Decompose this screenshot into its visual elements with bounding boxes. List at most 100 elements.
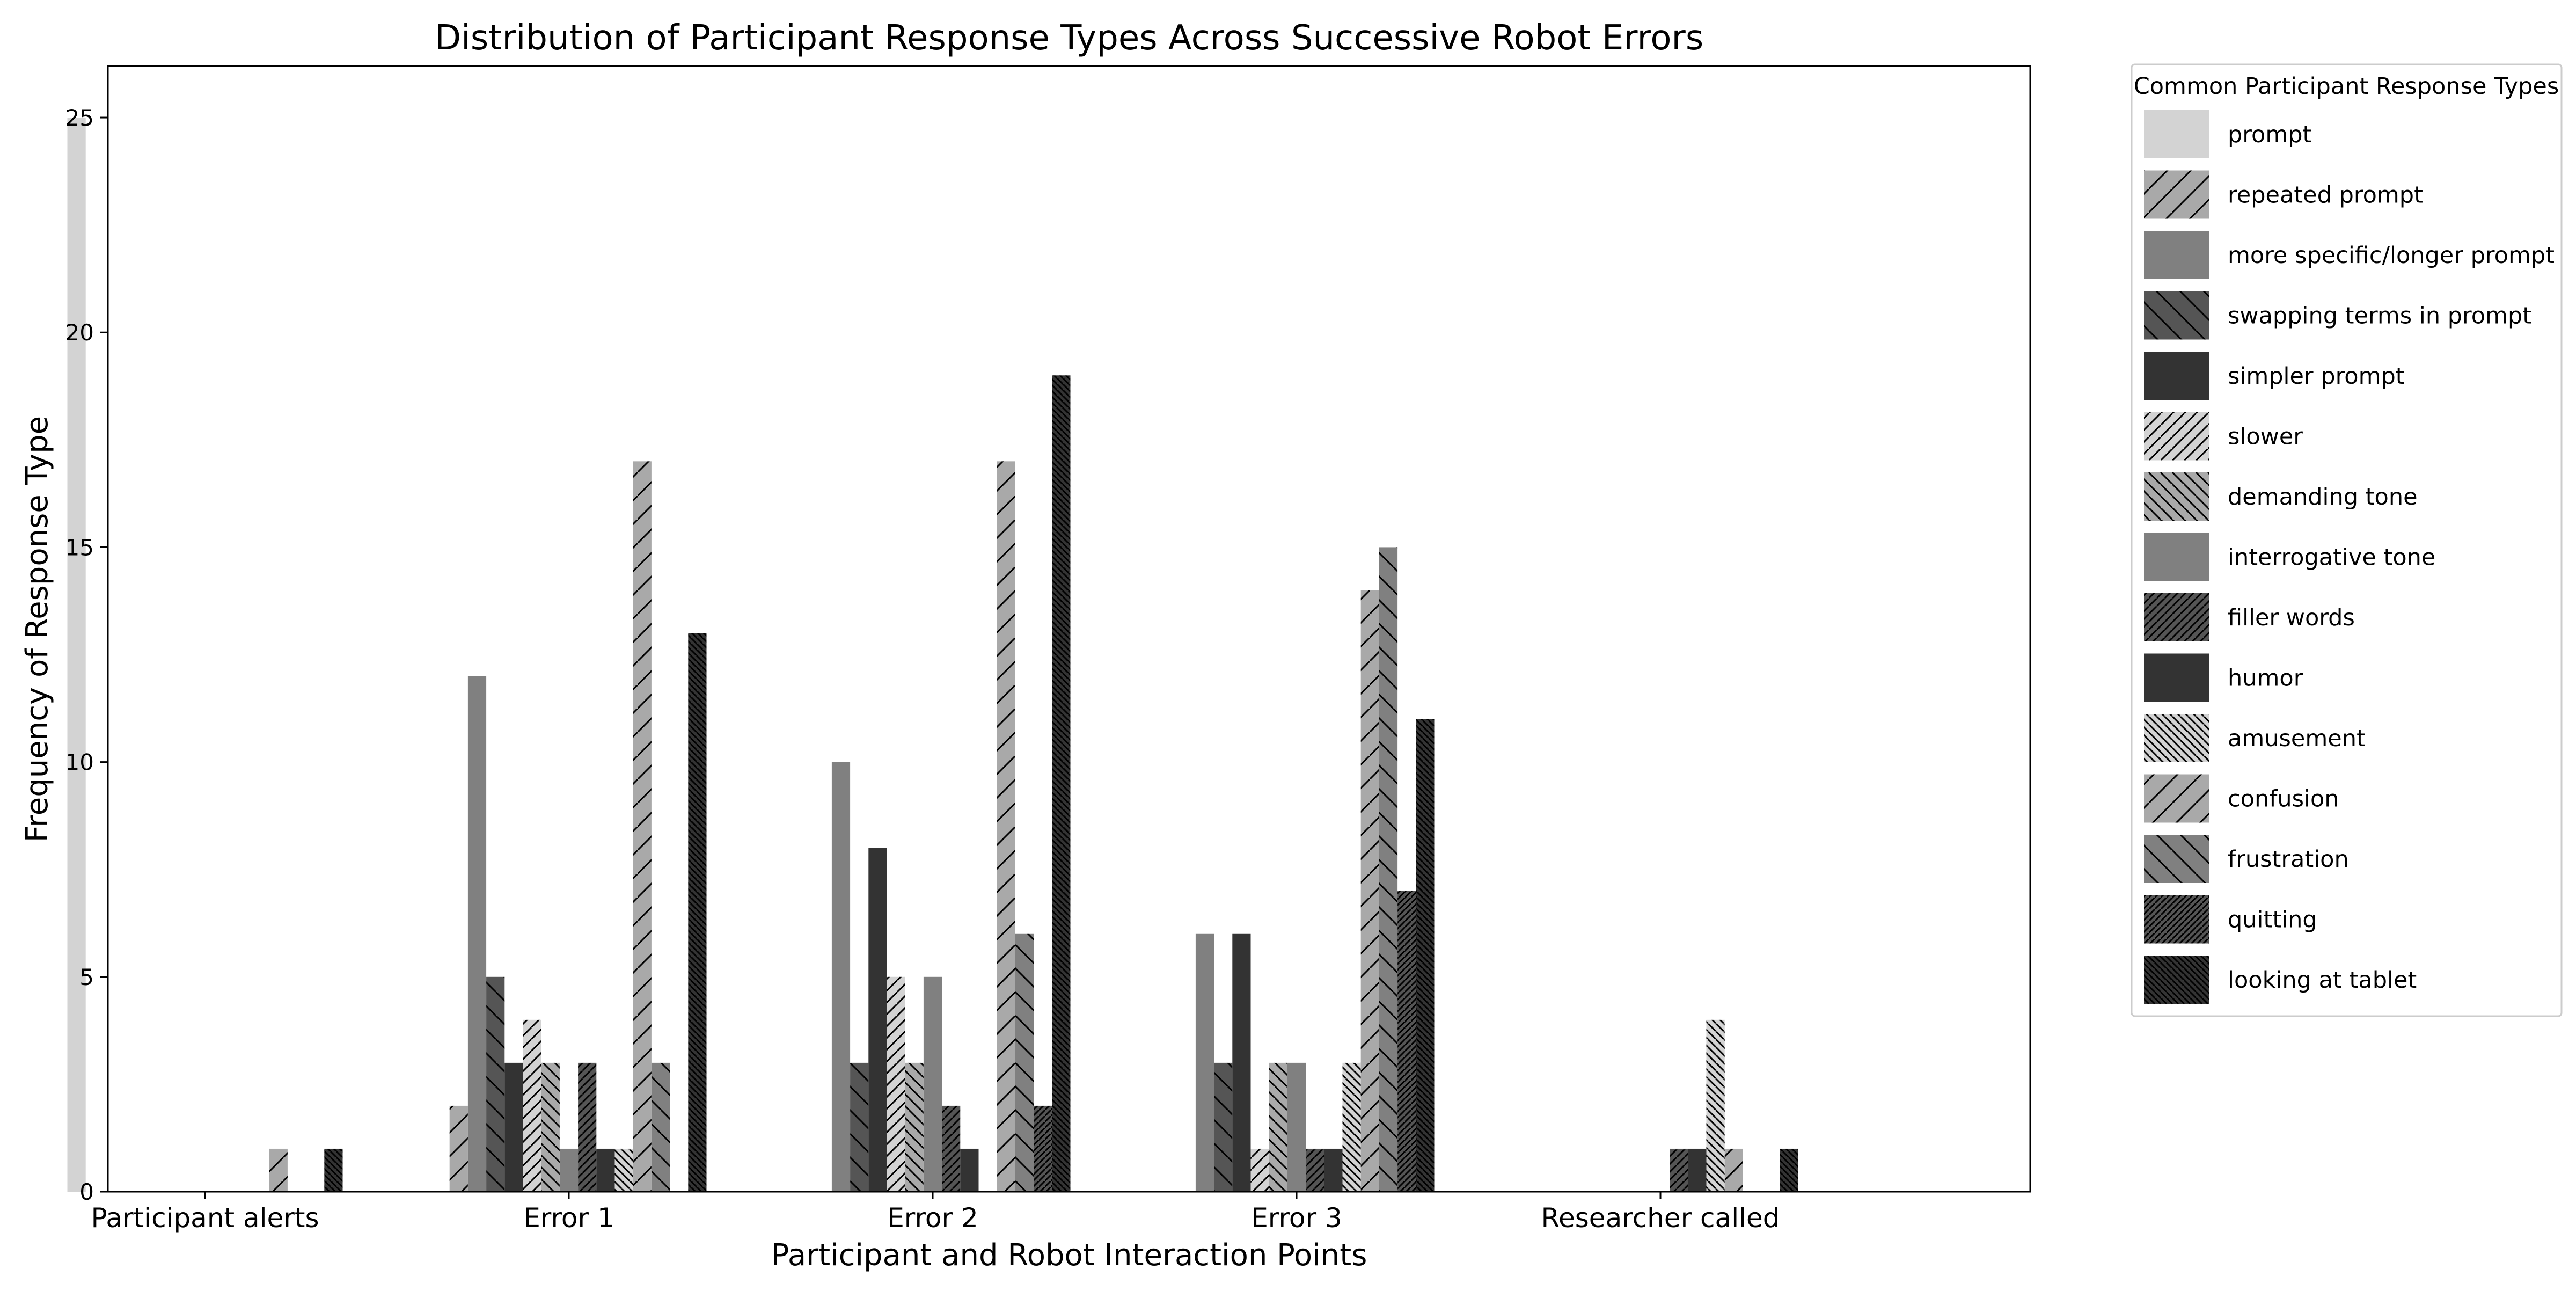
y-axis-label: Frequency of Response Type: [20, 416, 55, 842]
bar-looking-at-tablet-researcher-called: [1780, 1148, 1798, 1192]
y-tick-label: 5: [79, 964, 94, 990]
bar-humor-error-2: [960, 1148, 979, 1192]
plot-frame: [107, 65, 2031, 1193]
bar-confusion-error-2: [997, 461, 1015, 1192]
x-tick-label-researcher-called: Researcher called: [1541, 1202, 1780, 1234]
legend-label: more specific/longer prompt: [2228, 242, 2555, 269]
legend-swatch: [2144, 653, 2209, 702]
bar-amusement-error-3: [1342, 1062, 1361, 1192]
legend-label: quitting: [2228, 907, 2317, 933]
bar-frustration-error-2: [1015, 933, 1034, 1192]
legend-item-interrogative-tone: interrogative tone: [2144, 533, 2435, 581]
bar-humor-researcher-called: [1688, 1148, 1707, 1192]
y-tick-label: 15: [65, 534, 94, 560]
legend-swatch: [2144, 352, 2209, 400]
bar-amusement-error-1: [614, 1148, 633, 1192]
x-tick-label-error-3: Error 3: [1251, 1202, 1342, 1234]
legend-label: filler words: [2228, 604, 2355, 631]
legend-swatch: [2144, 774, 2209, 823]
bar-demanding-tone-error-1: [541, 1062, 560, 1192]
y-tick-label: 10: [65, 749, 94, 776]
legend-item-humor: humor: [2144, 653, 2303, 702]
legend-label: frustration: [2228, 846, 2349, 873]
bar-more-specific-longer-prompt-error-1: [467, 676, 487, 1192]
bar-amusement-researcher-called: [1706, 1019, 1725, 1192]
bar-interrogative-tone-error-2: [923, 976, 942, 1192]
bar-more-specific-longer-prompt-error-3: [1195, 933, 1214, 1192]
x-tick-label-error-1: Error 1: [523, 1202, 614, 1234]
bar-interrogative-tone-error-1: [559, 1148, 579, 1192]
legend-label: amusement: [2228, 725, 2366, 752]
bar-interrogative-tone-error-3: [1287, 1062, 1306, 1192]
legend-label: looking at tablet: [2228, 967, 2417, 994]
bar-swapping-terms-in-prompt-error-2: [850, 1062, 869, 1192]
legend-item-confusion: confusion: [2144, 774, 2339, 823]
legend-item-frustration: frustration: [2144, 835, 2349, 883]
chart-title: Distribution of Participant Response Typ…: [435, 18, 1703, 58]
legend-item-amusement: amusement: [2144, 714, 2366, 762]
bar-quitting-error-2: [1034, 1105, 1052, 1192]
legend-label: interrogative tone: [2228, 544, 2435, 571]
legend-swatch: [2144, 412, 2209, 461]
legend-frame: [2131, 63, 2563, 1017]
bar-confusion-error-1: [633, 461, 652, 1192]
bar-confusion-researcher-called: [1724, 1148, 1743, 1192]
legend-item-quitting: quitting: [2144, 895, 2317, 944]
legend-label: swapping terms in prompt: [2228, 303, 2531, 330]
bar-looking-at-tablet-error-1: [688, 633, 707, 1192]
legend-label: repeated prompt: [2228, 182, 2423, 209]
bar-swapping-terms-in-prompt-error-3: [1214, 1062, 1233, 1192]
legend-label: confusion: [2228, 786, 2339, 813]
legend-items: prompt repeated prompt more specific/longe…: [2144, 110, 2555, 1004]
bar-slower-error-1: [523, 1019, 541, 1192]
bar-humor-error-3: [1324, 1148, 1343, 1192]
bar-frustration-error-1: [651, 1062, 670, 1192]
bar-filler-words-researcher-called: [1670, 1148, 1688, 1192]
bar-confusion-participant-alerts: [269, 1148, 288, 1192]
bar-prompt-participant-alerts: [67, 118, 86, 1192]
bar-looking-at-tablet-error-3: [1416, 719, 1435, 1192]
bar-confusion-error-3: [1360, 590, 1379, 1192]
legend-swatch: [2144, 956, 2209, 1004]
bar-swapping-terms-in-prompt-error-1: [486, 976, 505, 1192]
legend-label: demanding tone: [2228, 484, 2418, 510]
x-axis-label: Participant and Robot Interaction Points: [771, 1238, 1367, 1273]
bar-filler-words-error-3: [1306, 1148, 1324, 1192]
y-tick-label: 25: [65, 105, 94, 131]
legend-swatch: [2144, 714, 2209, 762]
bar-repeated-prompt-error-1: [449, 1105, 468, 1192]
legend: Common Participant Response Types prompt…: [2131, 63, 2563, 1017]
y-axis: 0 5 10 15 20 25: [65, 105, 108, 1205]
legend-title: Common Participant Response Types: [2134, 73, 2559, 100]
legend-swatch: [2144, 170, 2209, 219]
legend-item-filler-words: filler words: [2144, 593, 2355, 641]
bar-looking-at-tablet-participant-alerts: [324, 1148, 343, 1192]
bar-slower-error-3: [1250, 1148, 1269, 1192]
bar-slower-error-2: [887, 976, 905, 1192]
y-tick-label: 0: [79, 1179, 94, 1205]
legend-label: slower: [2228, 424, 2303, 450]
x-tick-label-error-2: Error 2: [887, 1202, 978, 1234]
legend-item-repeated-prompt: repeated prompt: [2144, 170, 2423, 219]
x-tick-label-participant-alerts: Participant alerts: [91, 1202, 319, 1234]
bar-simpler-prompt-error-1: [504, 1062, 523, 1192]
legend-label: simpler prompt: [2228, 363, 2405, 390]
legend-swatch: [2144, 231, 2209, 279]
legend-swatch: [2144, 895, 2209, 944]
bar-simpler-prompt-error-3: [1232, 933, 1251, 1192]
bar-filler-words-error-1: [578, 1062, 597, 1192]
legend-item-simpler-prompt: simpler prompt: [2144, 352, 2405, 400]
legend-item-swapping-terms-in-prompt: swapping terms in prompt: [2144, 291, 2531, 340]
bar-looking-at-tablet-error-2: [1052, 375, 1071, 1192]
bar-humor-error-1: [596, 1148, 615, 1192]
y-tick-label: 20: [65, 319, 94, 346]
legend-item-looking-at-tablet: looking at tablet: [2144, 956, 2417, 1004]
legend-swatch: [2144, 533, 2209, 581]
legend-label: prompt: [2228, 121, 2311, 148]
legend-swatch: [2144, 110, 2209, 158]
bar-filler-words-error-2: [942, 1105, 961, 1192]
legend-swatch: [2144, 472, 2209, 521]
legend-item-prompt: prompt: [2144, 110, 2311, 158]
